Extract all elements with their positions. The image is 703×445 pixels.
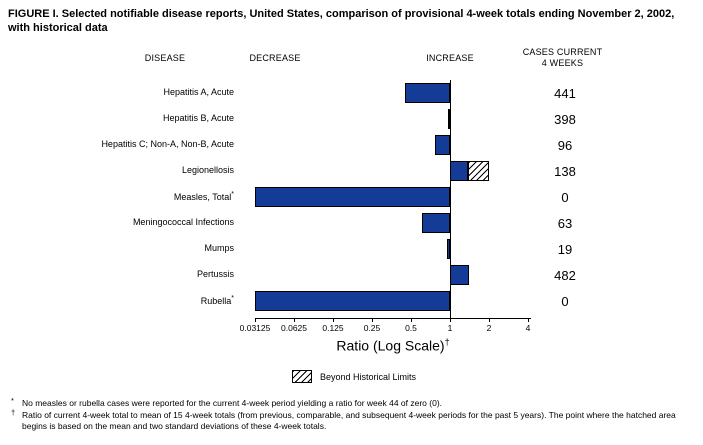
axis-tick-label: 1 — [447, 323, 453, 333]
cases-value: 63 — [557, 216, 573, 231]
disease-label: Pertussis — [196, 269, 234, 279]
axis-tick-label: 0.5 — [405, 323, 417, 333]
x-axis-title-dagger: † — [444, 337, 450, 347]
column-header-decrease: DECREASE — [249, 53, 301, 63]
axis-tick — [450, 318, 451, 322]
column-header-cases-line2: 4 WEEKS — [541, 58, 584, 69]
ratio-bar — [422, 213, 450, 233]
disease-label: Legionellosis — [181, 165, 234, 175]
legend-hatch-swatch — [292, 370, 312, 383]
footnote-dagger-text: Ratio of current 4-week total to mean of… — [22, 410, 676, 432]
x-axis-line — [255, 318, 531, 319]
axis-tick-label: 0.25 — [363, 323, 381, 333]
axis-tick — [333, 318, 334, 322]
footnote-asterisk-text: No measles or rubella cases were reporte… — [22, 398, 443, 408]
cases-value: 441 — [554, 86, 576, 101]
baseline-ratio-1-line — [450, 80, 451, 318]
axis-tick-label: 2 — [486, 323, 492, 333]
footnotes: * No measles or rubella cases were repor… — [11, 396, 698, 433]
axis-tick-label: 0.0625 — [281, 323, 307, 333]
cases-value: 96 — [557, 138, 573, 153]
ratio-bar — [255, 187, 450, 207]
footnote-ratio-definition: † Ratio of current 4-week total to mean … — [11, 408, 698, 432]
disease-label: Mumps — [204, 243, 234, 253]
column-header-increase: INCREASE — [426, 53, 474, 63]
cases-value: 138 — [554, 164, 576, 179]
cases-value: 0 — [561, 190, 569, 205]
axis-tick — [255, 318, 256, 322]
cases-value: 398 — [554, 112, 576, 127]
footnote-dagger-marker: † — [11, 408, 16, 418]
ratio-bar — [405, 83, 450, 103]
column-header-disease: DISEASE — [144, 53, 186, 63]
disease-label-asterisk: * — [231, 295, 234, 302]
axis-tick-label: 4 — [525, 323, 531, 333]
axis-tick-label: 0.125 — [322, 323, 344, 333]
figure-title: FIGURE I. Selected notifiable disease re… — [8, 8, 675, 35]
cases-value: 0 — [561, 294, 569, 309]
ratio-bar — [450, 265, 469, 285]
axis-tick — [489, 318, 490, 322]
beyond-limits-hatch-bar — [468, 161, 489, 181]
cases-value: 19 — [557, 242, 573, 257]
disease-label: Hepatitis C; Non-A, Non-B, Acute — [101, 139, 234, 149]
axis-tick — [294, 318, 295, 322]
axis-tick — [528, 318, 529, 322]
disease-label: Meningococcal Infections — [132, 217, 234, 227]
disease-label: Rubella* — [200, 295, 234, 306]
disease-label: Hepatitis B, Acute — [162, 113, 234, 123]
disease-label: Measles, Total* — [173, 191, 234, 202]
ratio-bar — [435, 135, 450, 155]
axis-tick — [411, 318, 412, 322]
disease-label-asterisk: * — [231, 191, 234, 198]
column-header-cases: CASES CURRENT 4 WEEKS — [505, 47, 620, 70]
axis-tick-label: 0.03125 — [239, 323, 271, 333]
ratio-bar — [450, 161, 468, 181]
axis-tick — [372, 318, 373, 322]
disease-label: Hepatitis A, Acute — [163, 87, 234, 97]
footnote-asterisk-marker: * — [11, 396, 14, 405]
x-axis-title-text: Ratio (Log Scale) — [336, 337, 445, 354]
footnote-measles-rubella: * No measles or rubella cases were repor… — [11, 396, 698, 409]
legend-label: Beyond Historical Limits — [320, 372, 417, 382]
ratio-bar — [447, 239, 450, 259]
column-header-cases-line1: CASES CURRENT — [522, 47, 603, 57]
cases-value: 482 — [554, 268, 576, 283]
x-axis-title: Ratio (Log Scale)† — [255, 337, 531, 354]
ratio-bar — [255, 291, 450, 311]
ratio-bar — [448, 109, 450, 129]
